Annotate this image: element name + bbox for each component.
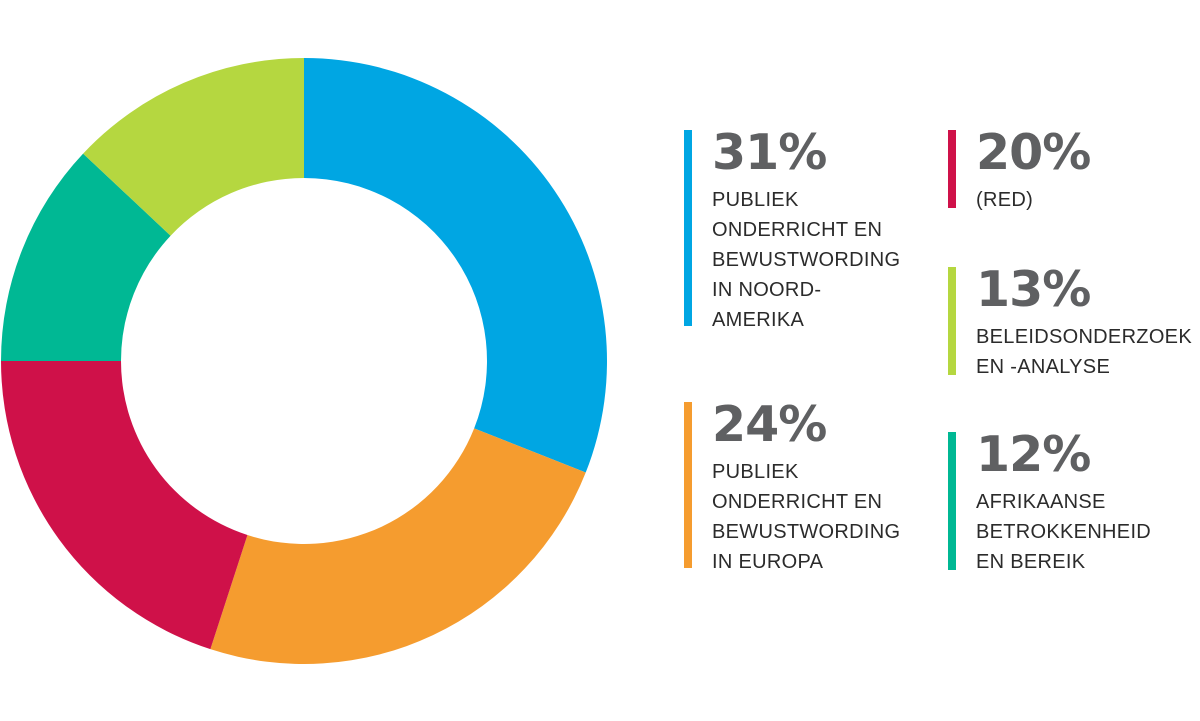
legend-item-north-america: 31% PUBLIEK ONDERRICHT EN BEWUSTWORDING … [684,128,900,335]
legend-percent: 24% [712,396,827,453]
legend-label: AFRIKAANSE BETROKKENHEID EN BEREIK [976,491,1152,573]
legend-percent: 13% [976,261,1091,318]
slice-north-america [304,58,607,473]
slice-policy-research [83,58,305,236]
slice-red [1,361,248,650]
legend-item-policy-research: 13% BELEIDSONDERZOEK EN -ANALYSE [948,265,1192,382]
legend-item-red: 20% (RED) [948,124,1091,215]
slice-africa-engagement [1,153,171,361]
legend-item-europe: 24% PUBLIEK ONDERRICHT EN BEWUSTWORDING … [684,400,900,577]
legend-color-bar [948,432,956,570]
legend-color-bar [684,130,692,326]
legend-label: PUBLIEK ONDERRICHT EN BEWUSTWORDING IN E… [712,461,901,573]
legend-color-bar [948,130,956,208]
slice-europe [210,428,586,665]
donut-chart [1,58,607,665]
legend-percent: 20% [976,124,1091,181]
legend-color-bar [948,267,956,375]
legend-label: BELEIDSONDERZOEK EN -ANALYSE [976,326,1192,378]
legend-percent: 12% [976,426,1091,483]
legend-percent: 31% [712,124,827,181]
legend-item-africa-engagement: 12% AFRIKAANSE BETROKKENHEID EN BEREIK [948,430,1151,577]
legend-label: PUBLIEK ONDERRICHT EN BEWUSTWORDING IN N… [712,189,901,331]
legend-color-bar [684,402,692,568]
legend-label: (RED) [976,189,1034,211]
